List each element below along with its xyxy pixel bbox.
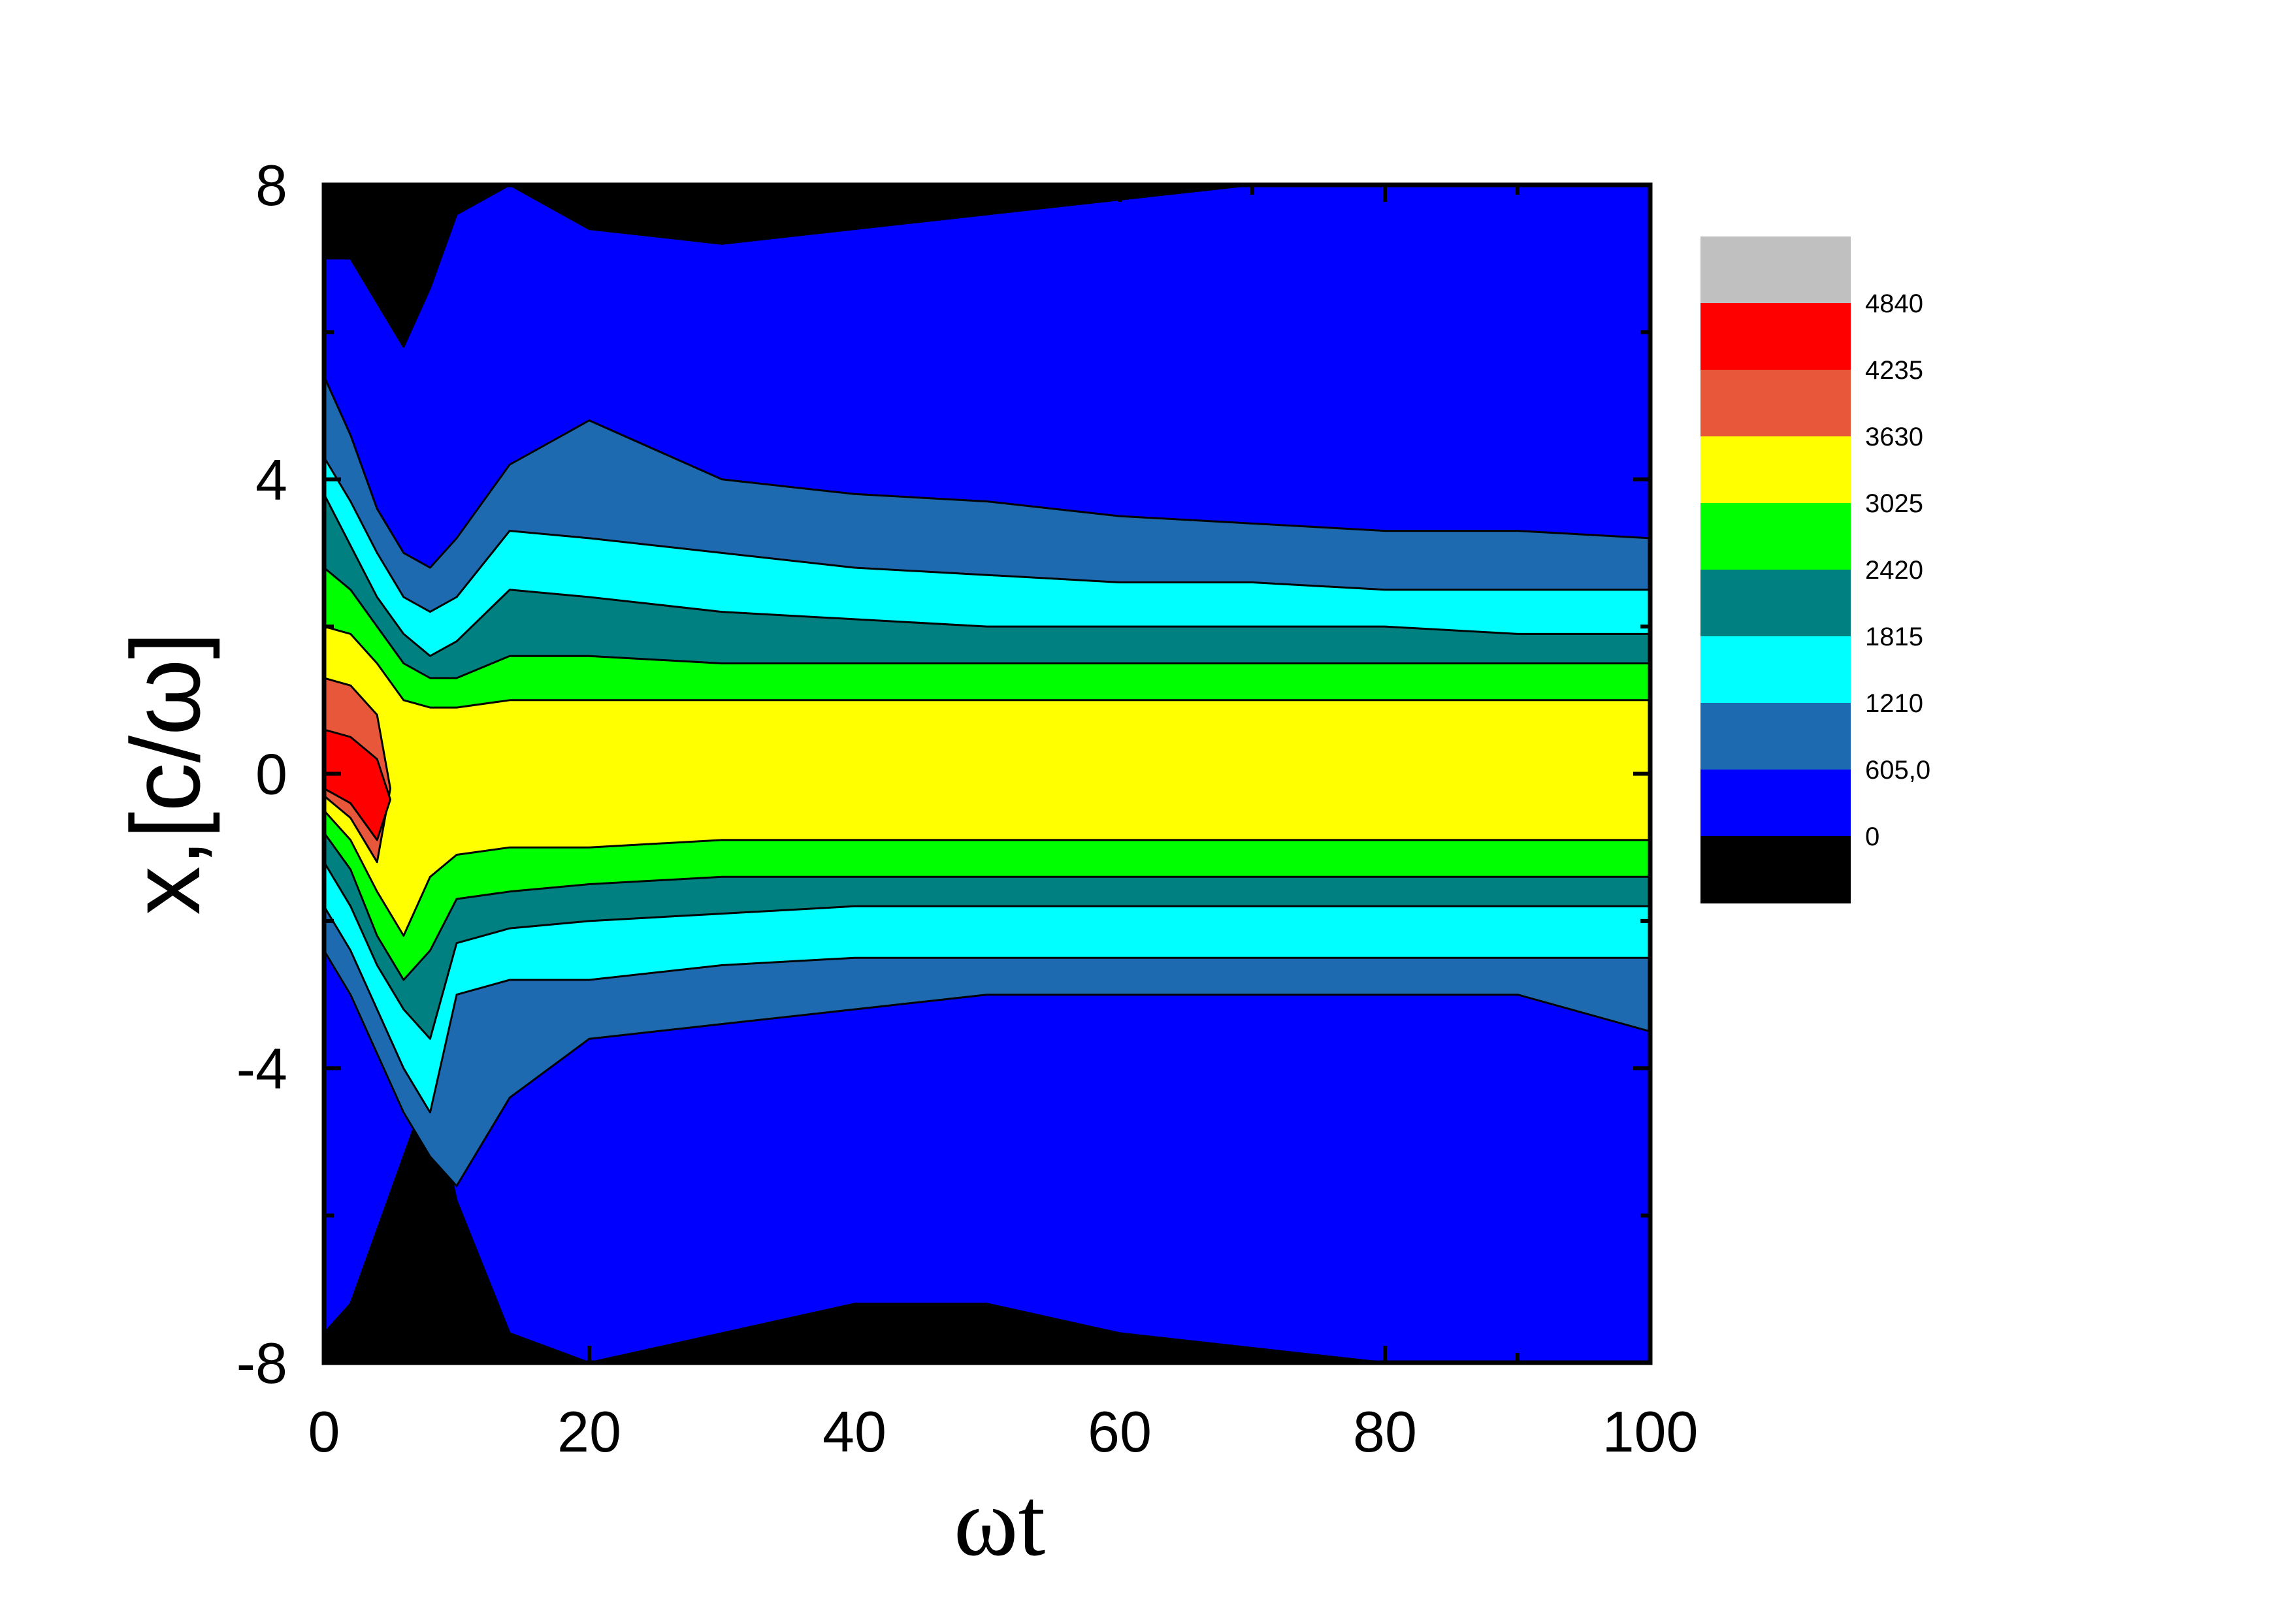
axis-ticks	[322, 183, 1652, 1365]
y-tick-label: -4	[236, 1036, 287, 1101]
colorbar-swatch	[1700, 636, 1851, 704]
colorbar-legend: 0 605,0 1210 1815 2420 3025 3630 4235 4840	[1700, 236, 1930, 903]
y-tick-label: 4	[255, 447, 287, 512]
colorbar-label: 0	[1865, 822, 1879, 851]
band-6	[324, 625, 1650, 937]
x-axis-label: ωt	[954, 1468, 1045, 1576]
colorbar-swatch	[1700, 836, 1851, 903]
y-axis-label: x,[c/ω]	[110, 632, 220, 915]
colorbar-label: 3025	[1865, 489, 1923, 518]
colorbar-swatch	[1700, 370, 1851, 437]
x-tick-label: 100	[1602, 1399, 1699, 1464]
colorbar-label: 1815	[1865, 623, 1923, 651]
x-tick-label: 0	[308, 1399, 340, 1464]
x-tick-label: 60	[1088, 1399, 1152, 1464]
colorbar-label: 605,0	[1865, 756, 1930, 785]
colorbar-label: 2420	[1865, 556, 1923, 585]
colorbar-swatch	[1700, 703, 1851, 770]
colorbar-swatch	[1700, 770, 1851, 837]
y-tick-label: 0	[255, 742, 287, 807]
colorbar-swatch	[1700, 303, 1851, 370]
x-tick-label: 40	[822, 1399, 886, 1464]
colorbar-label: 3630	[1865, 423, 1923, 451]
contour-bands	[324, 185, 1650, 1363]
band-8	[324, 728, 391, 841]
colorbar-label: 4840	[1865, 289, 1923, 318]
colorbar-swatch	[1700, 236, 1851, 304]
y-tick-label: 8	[255, 153, 287, 218]
y-tick-labels: -8 -4 0 4 8	[236, 153, 287, 1395]
x-tick-label: 80	[1353, 1399, 1417, 1464]
x-tick-labels: 0 20 40 60 80 100	[308, 1399, 1699, 1464]
y-tick-label: -8	[236, 1331, 287, 1395]
colorbar-swatch	[1700, 570, 1851, 637]
colorbar-swatch	[1700, 436, 1851, 504]
colorbar-swatch	[1700, 503, 1851, 570]
x-tick-label: 20	[557, 1399, 621, 1464]
colorbar-label: 1210	[1865, 689, 1923, 718]
colorbar-label: 4235	[1865, 356, 1923, 385]
